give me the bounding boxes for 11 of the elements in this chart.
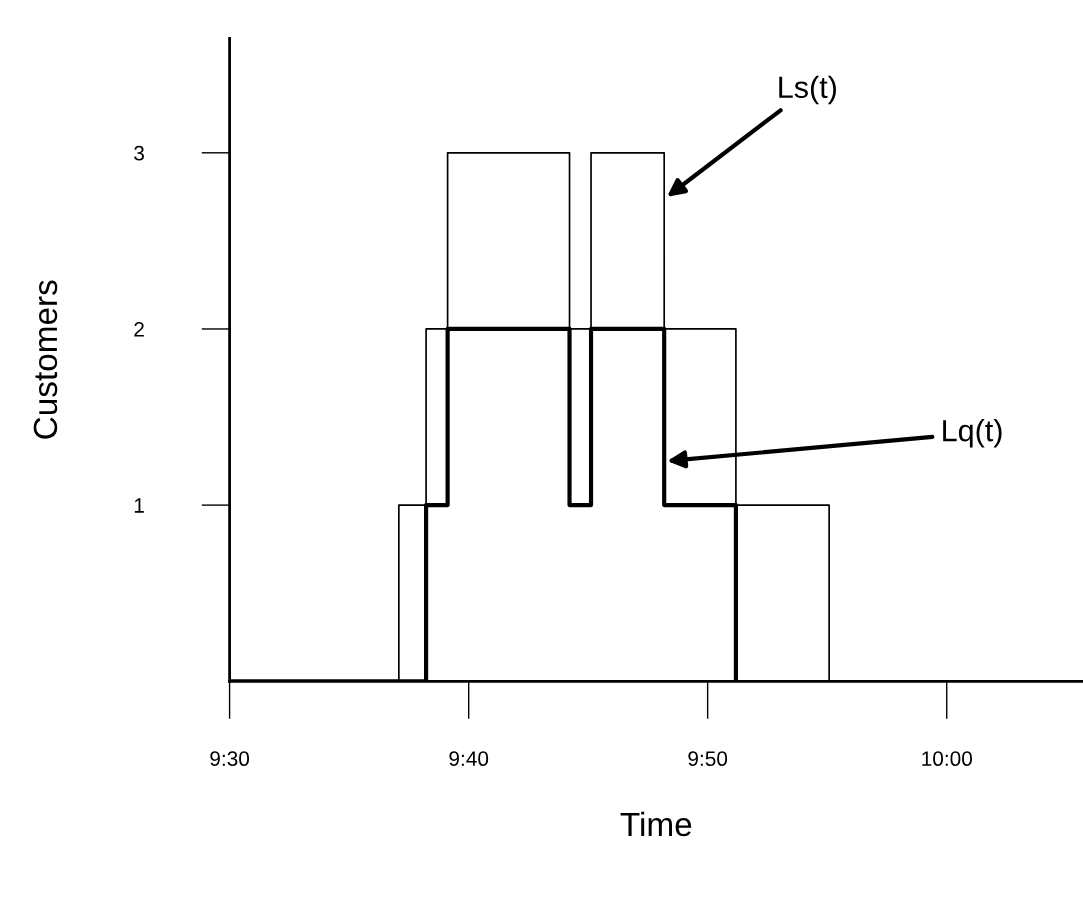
annotation: Ls(t) (779, 75, 836, 105)
x-tick-label: 9:40 (449, 751, 489, 767)
x-tick-label: 9:50 (688, 751, 728, 767)
x-tick-label: 9:30 (210, 751, 250, 767)
x-axis-title: Time (620, 811, 692, 837)
x-tick-label: 10:00 (922, 751, 972, 767)
y-tick-label: 2 (134, 321, 144, 337)
y-tick-label: 1 (134, 498, 144, 513)
y-tick-label: 3 (134, 145, 144, 161)
annotation: Lq(t) (943, 419, 1002, 448)
y-axis-title: Customers (33, 280, 58, 439)
